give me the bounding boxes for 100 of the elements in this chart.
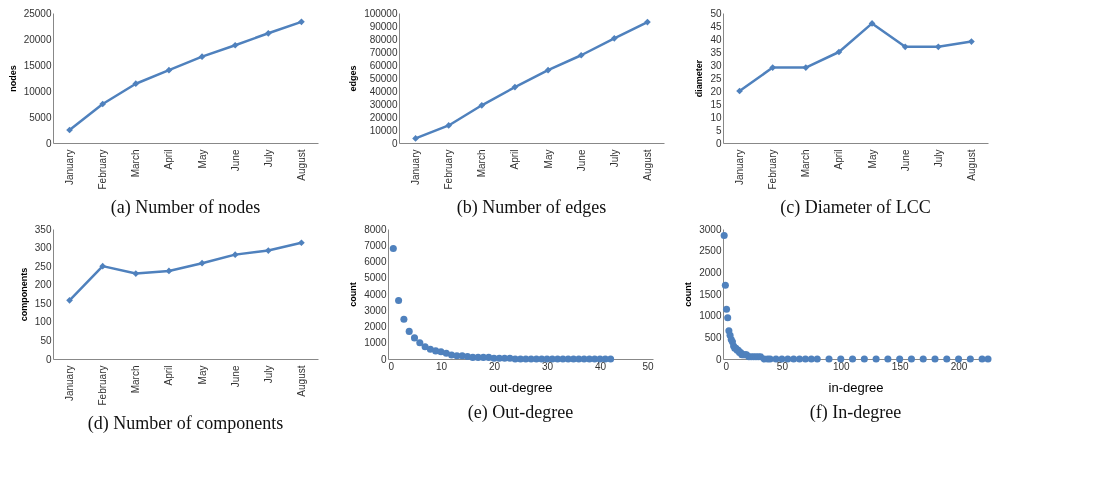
x-tick-label: August bbox=[641, 149, 653, 181]
y-tick-label: 6000 bbox=[364, 256, 387, 267]
x-tick-label: 150 bbox=[891, 360, 909, 372]
x-tick-label: January bbox=[734, 149, 746, 186]
y-tick-label: 350 bbox=[34, 223, 52, 235]
y-axis-title: diameter bbox=[694, 59, 705, 98]
y-tick-label: 0 bbox=[45, 137, 52, 149]
x-tick-label: July bbox=[262, 365, 274, 384]
y-tick-label: 80000 bbox=[369, 33, 398, 45]
x-tick-label: 30 bbox=[541, 360, 554, 372]
x-tick-label: March bbox=[130, 149, 142, 178]
x-tick-label: 20 bbox=[488, 360, 501, 372]
y-tick-label: 45 bbox=[710, 20, 722, 32]
y-tick-label: 5000 bbox=[364, 272, 387, 284]
y-tick-label: 1000 bbox=[364, 337, 387, 349]
x-tick-label: April bbox=[163, 365, 175, 386]
y-tick-label: 70000 bbox=[369, 46, 398, 58]
text: (a) Number of nodes bbox=[110, 197, 261, 219]
y-tick-label: 200 bbox=[34, 279, 52, 291]
y-tick-label: 2000 bbox=[699, 266, 722, 278]
y-tick-label: 7000 bbox=[364, 239, 387, 251]
y-tick-label: 50 bbox=[40, 334, 52, 346]
y-tick-label: 25 bbox=[710, 72, 722, 84]
x-tick-label: January bbox=[64, 365, 76, 402]
text: (b) Number of edges bbox=[456, 197, 607, 219]
y-tick-label: 35 bbox=[710, 46, 722, 58]
x-tick-label: 200 bbox=[950, 360, 968, 372]
y-axis-title: nodes bbox=[7, 65, 18, 92]
x-tick-label: August bbox=[965, 149, 977, 181]
x-tick-label: January bbox=[410, 149, 422, 186]
x-tick-label: 10 bbox=[435, 360, 448, 372]
x-tick-label: August bbox=[295, 365, 307, 397]
x-tick-label: April bbox=[833, 149, 845, 170]
y-tick-label: 5 bbox=[715, 124, 722, 136]
x-tick-label: 50 bbox=[642, 360, 654, 372]
y-tick-label: 50 bbox=[710, 7, 722, 19]
x-tick-label: 100 bbox=[832, 360, 851, 372]
y-tick-label: 2000 bbox=[364, 321, 387, 332]
y-axis-title: count bbox=[683, 282, 694, 307]
x-tick-label: June bbox=[575, 149, 587, 172]
x-tick-label: February bbox=[97, 149, 109, 190]
y-tick-label: 20000 bbox=[23, 33, 52, 45]
y-tick-label: 0 bbox=[715, 137, 722, 149]
y-tick-label: 250 bbox=[34, 260, 52, 272]
x-tick-label: May bbox=[196, 149, 208, 169]
y-tick-label: 30 bbox=[710, 59, 722, 71]
y-tick-label: 15 bbox=[710, 98, 722, 110]
y-tick-label: 10000 bbox=[23, 85, 52, 97]
x-axis-title: out-degree bbox=[489, 379, 553, 395]
y-tick-label: 15000 bbox=[23, 59, 52, 71]
y-tick-label: 5000 bbox=[29, 111, 52, 123]
y-tick-label: 500 bbox=[704, 331, 722, 343]
x-tick-label: August bbox=[295, 149, 307, 181]
x-tick-label: May bbox=[542, 149, 554, 169]
text: (f) In-degree bbox=[809, 402, 902, 423]
y-tick-label: 150 bbox=[34, 297, 52, 309]
y-tick-label: 30000 bbox=[369, 98, 398, 110]
y-axis-title: edges bbox=[348, 65, 359, 92]
y-tick-label: 2500 bbox=[699, 245, 722, 257]
y-tick-label: 90000 bbox=[369, 20, 398, 32]
text: (d) Number of components bbox=[87, 413, 284, 435]
y-tick-label: 100 bbox=[34, 316, 52, 328]
text: (c) Diameter of LCC bbox=[780, 197, 931, 219]
x-tick-label: 0 bbox=[723, 360, 730, 372]
y-tick-label: 1500 bbox=[699, 288, 722, 300]
x-tick-label: June bbox=[899, 149, 911, 172]
y-axis-title: components bbox=[18, 267, 29, 322]
y-tick-label: 40000 bbox=[369, 85, 398, 97]
y-axis-title: count bbox=[348, 282, 359, 307]
y-tick-label: 8000 bbox=[364, 223, 387, 235]
y-tick-label: 4000 bbox=[364, 288, 387, 300]
x-tick-label: May bbox=[866, 149, 878, 169]
x-tick-label: April bbox=[163, 149, 175, 170]
y-tick-label: 60000 bbox=[369, 59, 398, 71]
y-tick-label: 20 bbox=[710, 85, 722, 97]
x-tick-label: 50 bbox=[776, 360, 789, 372]
x-tick-label: July bbox=[932, 149, 944, 168]
y-tick-label: 25000 bbox=[23, 7, 52, 19]
x-tick-label: February bbox=[443, 149, 455, 190]
x-tick-label: January bbox=[64, 149, 76, 186]
y-tick-label: 100000 bbox=[364, 7, 398, 19]
x-tick-label: July bbox=[262, 149, 274, 168]
y-tick-label: 20000 bbox=[369, 111, 398, 123]
x-tick-label: February bbox=[767, 149, 779, 190]
x-tick-label: June bbox=[229, 149, 241, 172]
x-tick-label: April bbox=[509, 149, 521, 170]
y-tick-label: 300 bbox=[34, 242, 52, 254]
y-tick-label: 10 bbox=[710, 111, 722, 123]
x-tick-label: May bbox=[196, 365, 208, 385]
x-tick-label: 40 bbox=[594, 360, 607, 372]
x-axis-title: in-degree bbox=[828, 379, 884, 395]
x-tick-label: March bbox=[800, 149, 812, 178]
x-tick-label: July bbox=[608, 149, 620, 168]
text: (e) Out-degree bbox=[467, 402, 574, 423]
y-tick-label: 3000 bbox=[364, 304, 387, 316]
y-tick-label: 0 bbox=[391, 137, 398, 149]
y-tick-label: 10000 bbox=[369, 124, 398, 136]
y-tick-label: 40 bbox=[710, 33, 722, 45]
y-tick-label: 1000 bbox=[699, 310, 722, 322]
x-tick-label: March bbox=[130, 365, 142, 394]
